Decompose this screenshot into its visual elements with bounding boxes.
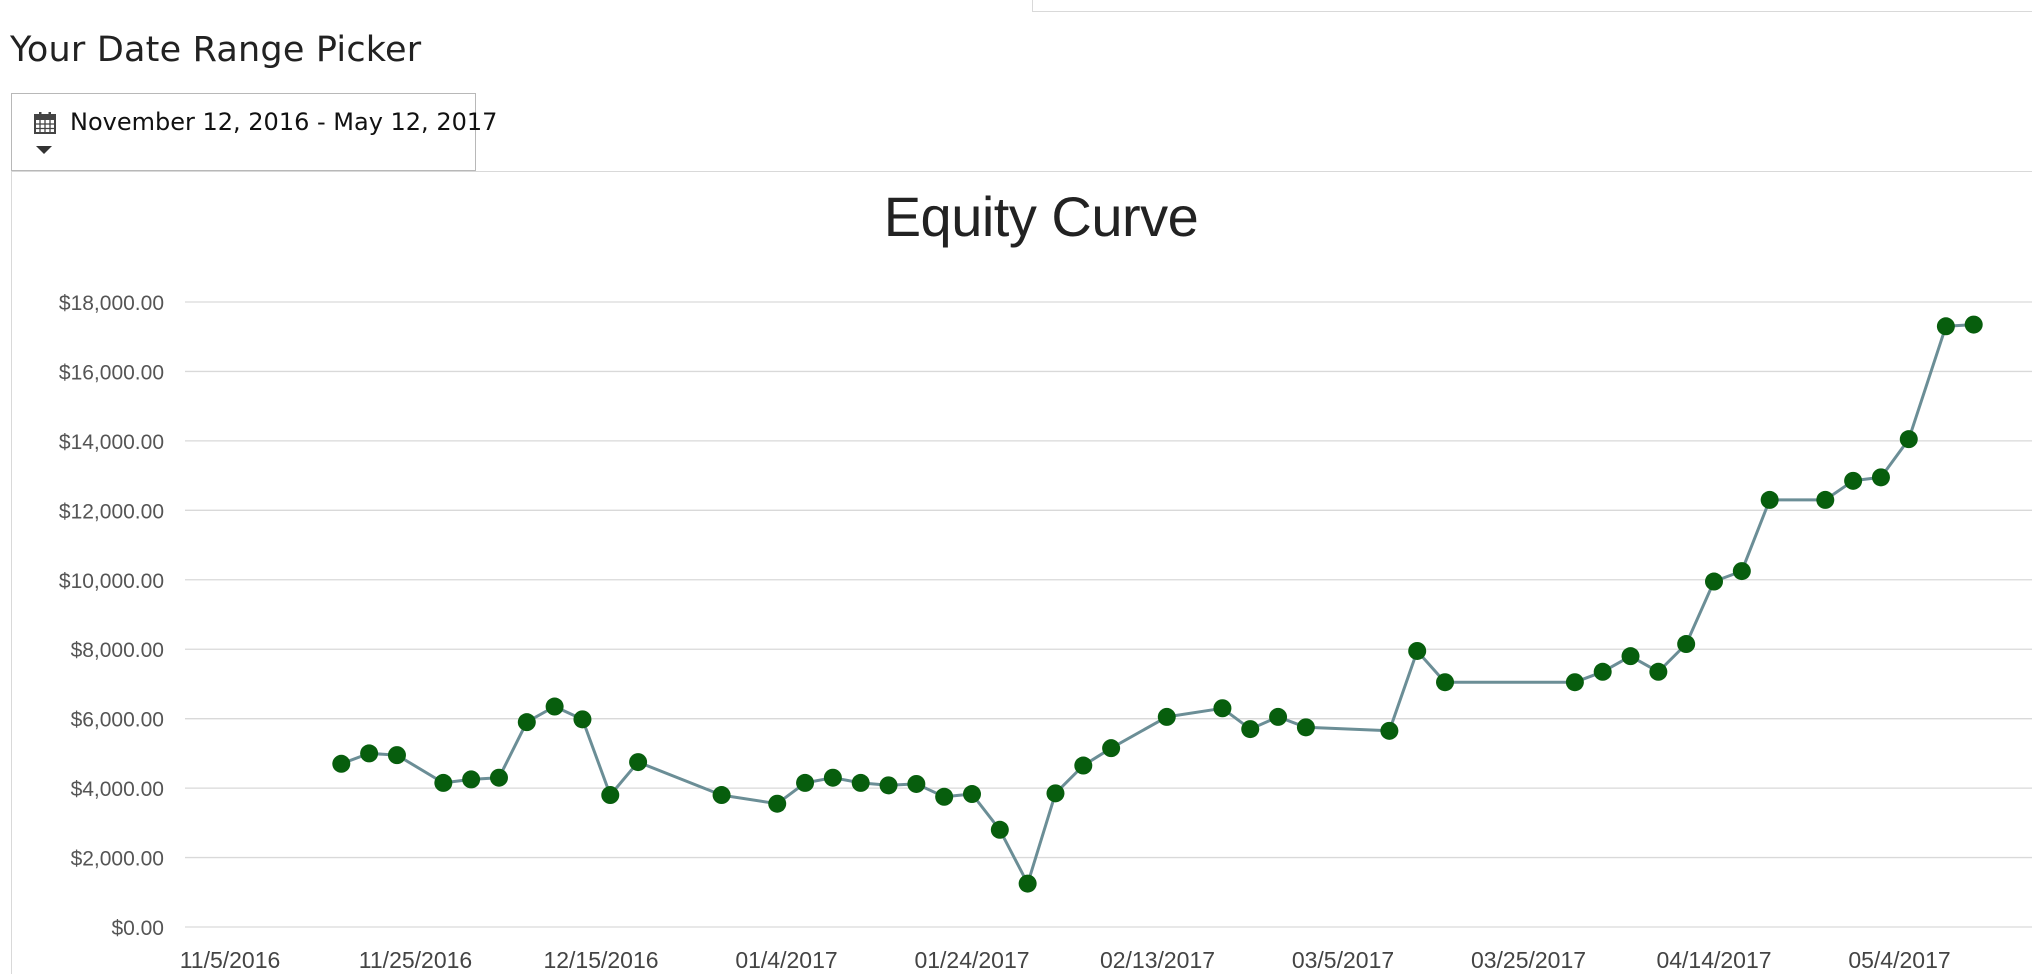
data-point[interactable] <box>462 770 481 789</box>
y-tick-label: $4,000.00 <box>71 778 164 801</box>
data-point[interactable] <box>1593 662 1612 681</box>
data-point[interactable] <box>1732 562 1751 581</box>
data-point[interactable] <box>1964 315 1983 334</box>
calendar-icon <box>34 112 56 134</box>
x-tick-label: 01/24/2017 <box>914 947 1029 973</box>
caret-down-icon <box>36 146 52 154</box>
data-point[interactable] <box>1269 707 1288 726</box>
data-point[interactable] <box>935 787 954 806</box>
data-point[interactable] <box>768 794 787 813</box>
data-point[interactable] <box>1621 647 1640 666</box>
chart-title: Equity Curve <box>883 185 1199 248</box>
data-point[interactable] <box>1436 673 1455 692</box>
data-point[interactable] <box>1074 756 1093 775</box>
data-point[interactable] <box>517 713 536 732</box>
data-point[interactable] <box>1102 739 1121 758</box>
data-point[interactable] <box>1046 784 1065 803</box>
data-point[interactable] <box>990 820 1009 839</box>
data-point[interactable] <box>573 710 592 729</box>
date-picker-heading: Your Date Range Picker <box>10 30 422 70</box>
x-axis-ticks: 11/5/2016 11/25/2016 12/15/2016 01/4/2017 01… <box>180 947 1951 973</box>
x-tick-label: 05/4/2017 <box>1848 947 1950 973</box>
chart-panel <box>11 171 2032 974</box>
y-tick-label: $2,000.00 <box>71 848 164 871</box>
data-point[interactable] <box>712 786 731 805</box>
date-range-value: November 12, 2016 - May 12, 2017 <box>70 108 498 136</box>
date-range-picker-button[interactable]: November 12, 2016 - May 12, 2017 <box>11 93 497 171</box>
data-point[interactable] <box>1871 468 1890 487</box>
data-point[interactable] <box>1705 572 1723 591</box>
data-point[interactable] <box>879 776 898 795</box>
data-point[interactable] <box>1157 707 1176 726</box>
data-point[interactable] <box>963 785 981 804</box>
data-point[interactable] <box>360 744 379 763</box>
x-tick-label: 12/15/2016 <box>543 947 658 973</box>
data-point[interactable] <box>1649 662 1668 681</box>
grid-lines <box>185 301 2032 928</box>
y-tick-label: $0.00 <box>111 917 164 940</box>
data-point[interactable] <box>1296 718 1315 737</box>
data-point[interactable] <box>1241 720 1260 739</box>
data-point[interactable] <box>1408 641 1427 660</box>
x-tick-label: 01/4/2017 <box>735 947 837 973</box>
data-point[interactable] <box>1018 874 1037 893</box>
x-tick-label: 02/13/2017 <box>1100 947 1215 973</box>
y-tick-label: $18,000.00 <box>59 292 164 315</box>
x-tick-label: 04/14/2017 <box>1656 947 1771 973</box>
x-tick-label: 11/5/2016 <box>180 947 281 973</box>
data-point[interactable] <box>907 774 926 793</box>
data-point[interactable] <box>1677 635 1696 654</box>
series-line <box>340 323 1974 886</box>
x-tick-label: 11/25/2016 <box>359 947 472 973</box>
data-point[interactable] <box>332 754 351 773</box>
x-tick-label: 03/5/2017 <box>1292 947 1394 973</box>
y-tick-label: $16,000.00 <box>59 361 164 384</box>
x-tick-label: 03/25/2017 <box>1471 947 1586 973</box>
y-tick-label: $10,000.00 <box>59 570 164 593</box>
data-point[interactable] <box>601 786 620 805</box>
data-point[interactable] <box>434 773 453 792</box>
data-point[interactable] <box>1899 430 1918 449</box>
top-panel-edge <box>1032 0 2032 12</box>
y-axis-ticks: $0.00 $2,000.00 $4,000.00 $6,000.00 $8,000.0… <box>59 292 164 940</box>
series-layer <box>332 315 1983 893</box>
data-point[interactable] <box>1565 673 1584 692</box>
y-tick-label: $14,000.00 <box>59 431 164 454</box>
data-point[interactable] <box>823 768 842 787</box>
data-point[interactable] <box>851 773 870 792</box>
data-point[interactable] <box>1380 721 1399 740</box>
data-point[interactable] <box>796 773 815 792</box>
data-point[interactable] <box>1844 471 1863 490</box>
y-tick-label: $12,000.00 <box>59 500 164 523</box>
data-point[interactable] <box>489 768 508 787</box>
data-point[interactable] <box>387 746 406 765</box>
data-point[interactable] <box>1936 317 1955 336</box>
data-point[interactable] <box>1213 699 1232 718</box>
y-tick-label: $8,000.00 <box>71 639 164 662</box>
data-point[interactable] <box>1760 490 1779 509</box>
data-point[interactable] <box>629 753 648 772</box>
data-point[interactable] <box>545 697 564 716</box>
data-point[interactable] <box>1816 490 1835 509</box>
y-tick-label: $6,000.00 <box>71 709 164 732</box>
